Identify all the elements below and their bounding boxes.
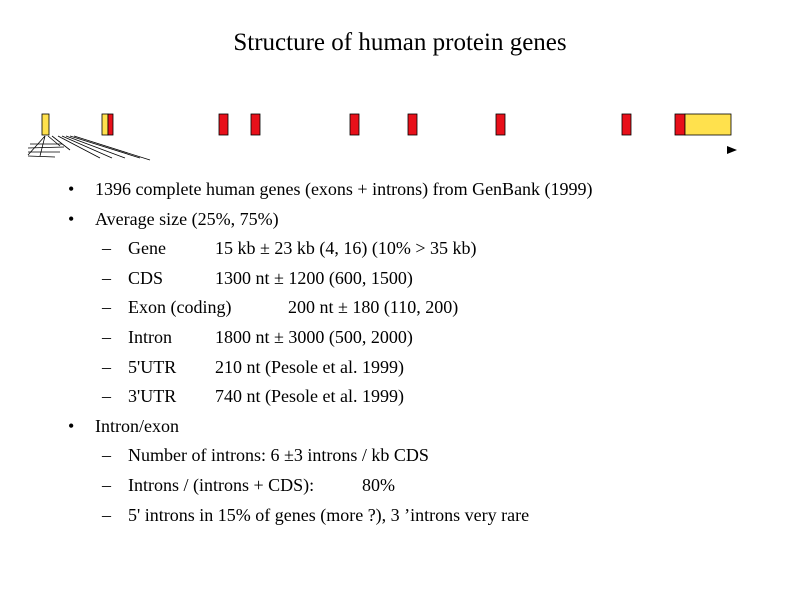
exon-8 [621,113,632,136]
bullet-text: 5' introns in 15% of genes (more ?), 3 ’… [128,504,530,525]
bullet-text: 1396 complete human genes (exons + intro… [95,179,593,199]
bullet-label: 5'UTR [128,356,177,377]
coding-segment [621,113,632,136]
bullet-item: 1396 complete human genes (exons + intro… [95,178,593,200]
coding-segment [495,113,506,136]
sub-bullet-item: Intron 1800 nt ± 3000 (500, 2000) [128,326,413,348]
bullet-label: Introns / (introns + CDS): [128,475,315,495]
junction-line [73,135,151,161]
junction-line [61,135,113,159]
sub-bullet-marker: – [102,386,111,407]
bullet-item: Average size (25%, 75%) [95,208,279,230]
bullet-text: Number of introns: 6 ±3 introns / kb CDS [128,445,429,466]
sub-bullet-item: Gene 15 kb ± 23 kb (4, 16) (10% > 35 kb) [128,237,477,259]
bullet-value: 210 nt (Pesole et al. 1999) [215,356,404,377]
sub-bullet-marker: – [102,327,111,347]
bullet-label: Intron [128,327,172,347]
coding-segment [250,113,261,136]
exon-9 [674,113,732,136]
bullet-value: 15 kb ± 23 kb (4, 16) (10% > 35 kb) [215,238,477,259]
bullet-value: 740 nt (Pesole et al. 1999) [215,386,404,407]
bullet-label: CDS [128,267,164,288]
exon-5 [349,113,360,136]
bullet-marker: • [68,208,75,229]
bullet-text: Average size (25%, 75%) [95,208,279,229]
exon-4 [250,113,261,136]
junction-line [39,135,46,157]
sub-bullet-item: Exon (coding) 200 nt ± 180 (110, 200) [128,296,458,318]
junction-line [51,135,71,151]
junction-line [27,155,56,158]
coding-segment [107,113,114,136]
bullet-marker: • [68,179,75,199]
coding-segment [674,113,686,136]
utr-segment [101,113,109,136]
utr-segment [684,113,732,136]
bullet-value: 80% [362,475,395,495]
exon-3 [218,113,229,136]
gene-structure-diagram [27,113,737,161]
bullet-value: 1800 nt ± 3000 (500, 2000) [215,327,413,347]
bullet-item: Intron/exon [95,415,179,437]
sub-bullet-marker: – [102,297,111,318]
coding-segment [407,113,418,136]
utr-segment [41,113,50,136]
direction-arrow-icon [727,146,737,154]
junction-lines [27,135,151,161]
sub-bullet-item: Number of introns: 6 ±3 introns / kb CDS [128,444,429,466]
junction-line [65,135,126,159]
coding-segment [218,113,229,136]
sub-bullet-marker: – [102,267,111,288]
sub-bullet-marker: – [102,238,111,259]
exon-2 [101,113,114,136]
bullet-text: Intron/exon [95,415,179,436]
sub-bullet-marker: – [102,356,111,377]
sub-bullet-item: CDS 1300 nt ± 1200 (600, 1500) [128,267,413,289]
bullet-value: 200 nt ± 180 (110, 200) [288,297,459,318]
exon-7 [495,113,506,136]
junction-line [69,135,141,159]
junction-line [27,146,65,149]
sub-bullet-marker: – [102,475,111,495]
junction-line [57,135,101,159]
sub-bullet-item: 5'UTR 210 nt (Pesole et al. 1999) [128,356,404,378]
sub-bullet-marker: – [102,504,111,525]
bullet-label: 3'UTR [128,386,177,407]
bullet-label: Gene [128,238,166,259]
exon-1 [41,113,50,136]
bullet-label: Exon (coding) [128,297,232,318]
sub-bullet-item: 3'UTR 740 nt (Pesole et al. 1999) [128,385,404,407]
bullet-value: 1300 nt ± 1200 (600, 1500) [215,267,413,288]
sub-bullet-marker: – [102,445,111,466]
sub-bullet-item: Introns / (introns + CDS): 80% [128,474,395,496]
sub-bullet-item: 5' introns in 15% of genes (more ?), 3 ’… [128,504,529,526]
coding-segment [349,113,360,136]
bullet-marker: • [68,415,75,436]
exon-6 [407,113,418,136]
slide-title: Structure of human protein genes [233,29,567,56]
